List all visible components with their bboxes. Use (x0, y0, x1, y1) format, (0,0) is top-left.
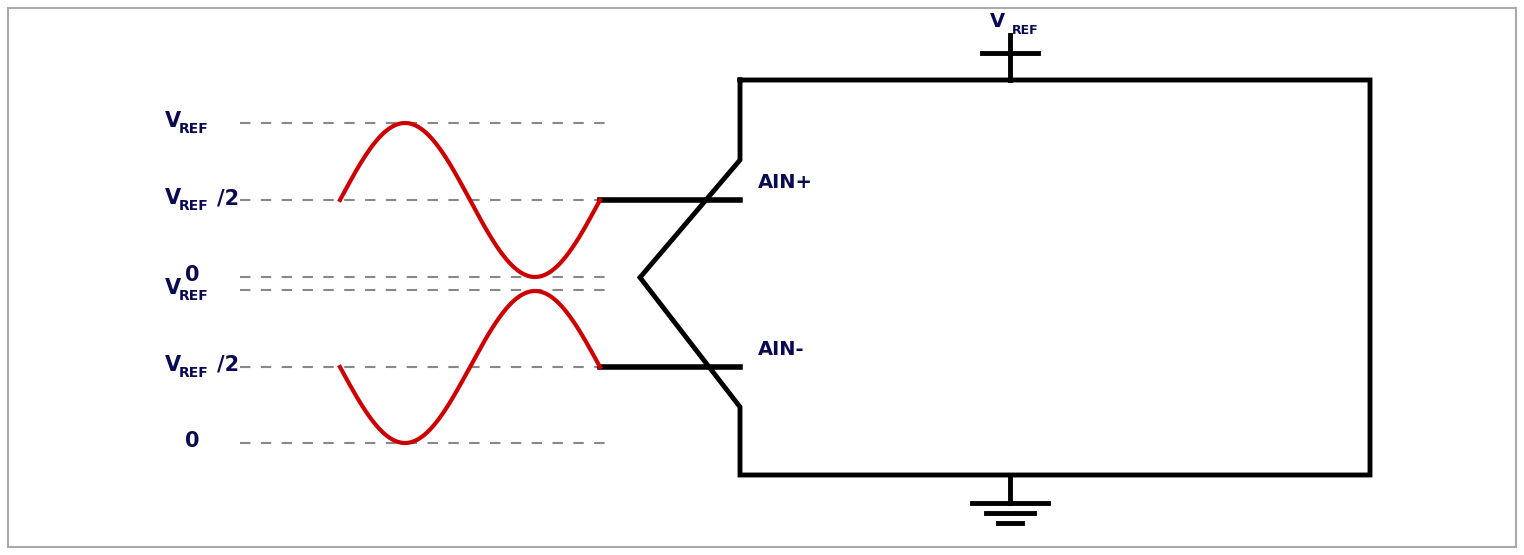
Text: AIN+: AIN+ (757, 173, 812, 192)
Text: REF: REF (178, 289, 209, 303)
Text: REF: REF (1012, 24, 1039, 37)
Text: V: V (165, 111, 181, 131)
Text: /2: /2 (216, 188, 239, 208)
Text: REF: REF (178, 199, 209, 213)
Text: V: V (165, 278, 181, 298)
Text: 0: 0 (184, 431, 200, 451)
Text: V: V (165, 188, 181, 208)
Text: V: V (165, 355, 181, 375)
Text: /2: /2 (216, 355, 239, 375)
Text: AIN-: AIN- (757, 340, 805, 359)
Text: REF: REF (178, 122, 209, 136)
Text: 0: 0 (184, 265, 200, 285)
Polygon shape (640, 80, 1370, 475)
Text: REF: REF (178, 366, 209, 380)
Text: V: V (991, 12, 1004, 31)
